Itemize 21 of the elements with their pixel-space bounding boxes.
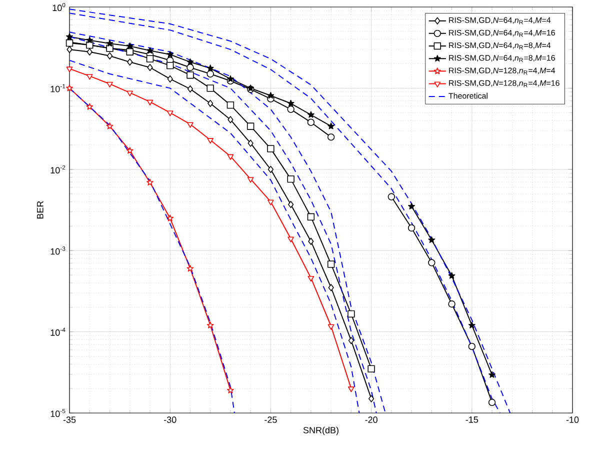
y-tick-label: 10$^{-5}$ [50,408,66,418]
legend-label: RIS-SM,GD,N=64,n$_{R}$=4,M=4 [449,17,551,24]
y-tick-label: 10$^{0}$ [52,2,66,12]
legend-label: RIS-SM,GD,N=64,n$_{R}$=4,M=16 [449,30,555,37]
y-tick-label: 10$^{-3}$ [50,246,66,255]
legend-label: Theoretical [448,92,488,99]
legend-label: RIS-SM,GD,N=64,n$_{R}$=8,M=4 [449,42,551,50]
y-tick-label: 10$^{-1}$ [50,84,66,92]
x-tick-label: -10 [566,416,579,423]
legend-label: RIS-SM,GD,N=64,n$_{R}$=8,M=16 [449,55,555,62]
x-axis-title: SNR(dB) [303,426,338,436]
y-tick-label: 10$^{-2}$ [50,165,66,174]
x-tick-label: -35 [63,416,76,423]
x-tick-label: -25 [264,416,277,423]
y-axis-title: BER [37,201,44,219]
y-tick-label: 10$^{-4}$ [50,328,66,336]
x-tick-label: -20 [365,416,378,423]
legend-label: RIS-SM,GD,N=128,n$_{R}$=4,M=4 [449,68,556,75]
x-tick-label: -15 [466,416,478,423]
x-tick-label: -30 [164,416,176,423]
legend-label: RIS-SM,GD,N=128,n$_{R}$=4,M=16 [449,80,560,88]
